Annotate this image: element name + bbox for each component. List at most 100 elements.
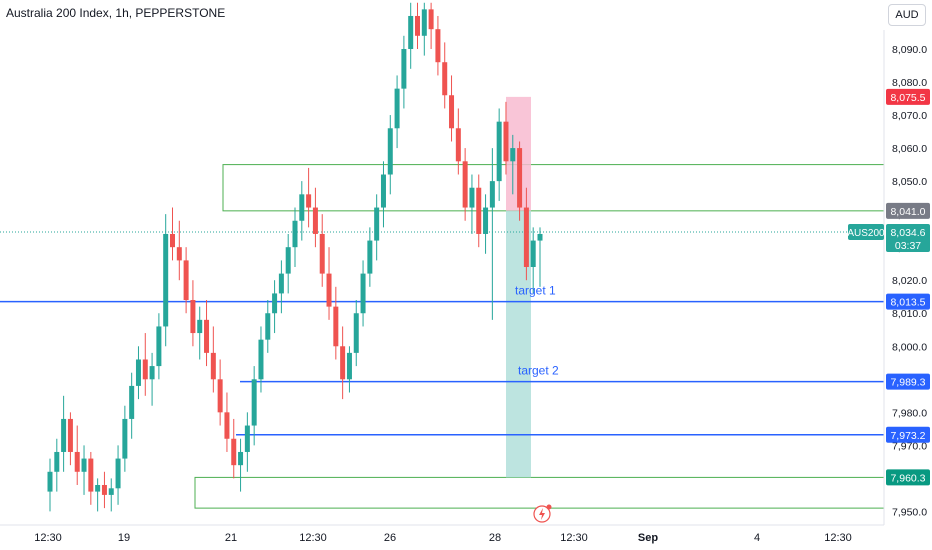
candle-body [170,233,175,248]
candle-body [135,359,141,386]
candle-body [244,425,250,452]
x-tick-label: 12:30 [560,532,588,544]
annotation-1: target 1 [515,284,556,298]
current-price-text: 8,034.6 [890,227,925,239]
candle-body [176,247,182,261]
candle-body [374,207,380,241]
price-label-text: 7,960.3 [890,472,925,484]
candle-body [183,260,189,301]
candle-body [251,379,257,426]
candle-body [272,293,278,314]
candle-body [129,385,135,419]
y-tick-label: 8,080.0 [892,77,927,89]
y-tick-label: 8,020.0 [892,275,927,287]
candle-body [190,300,196,334]
annotation-2: target 2 [518,364,559,378]
candle-body [224,412,230,439]
candle-body [530,240,536,267]
candle-body [299,194,305,221]
candle-body [61,418,67,452]
lower-demand-zone [194,476,885,509]
lightning-bolt [539,508,545,520]
x-tick-label: 26 [384,532,396,544]
candle-body [387,128,393,175]
candle-body [67,418,73,452]
chart-title: Australia 200 Index, 1h, PEPPERSTONE [6,6,226,20]
candle-body [285,247,291,274]
candle-body [47,471,53,492]
candle-body [523,207,529,267]
price-label-box [886,469,930,486]
candle-body [210,352,216,380]
price-label-box [886,88,930,105]
x-tick-label: Sep [638,532,658,544]
candle-body [442,62,448,96]
candle-body [88,458,94,492]
candle-body [421,9,427,36]
candle-body [415,15,420,36]
candle-body [238,451,244,466]
price-label-box [886,202,930,219]
y-tick-label: 8,060.0 [892,143,927,155]
candle-body [319,233,325,274]
price-label-text: 8,075.5 [890,92,925,104]
candle-body [292,220,298,248]
price-label-text: 7,973.2 [890,430,925,442]
candle-body [149,366,155,380]
alert-dot [546,504,552,510]
symbol-label-text: AUS200 [847,228,885,239]
candle-body [483,207,489,234]
candle-body [455,128,461,162]
upper-supply-zone [222,164,885,212]
candle-body [537,233,543,241]
x-tick-label: 4 [754,532,760,544]
candle-body [489,181,495,208]
y-tick-label: 7,950.0 [892,506,927,518]
candle-body [108,488,114,495]
price-label-text: 8,041.0 [890,206,925,218]
candle-body [258,339,264,380]
y-tick-label: 8,050.0 [892,176,927,188]
candle-body [54,451,60,472]
price-label-box [886,426,930,443]
candle-body [278,273,284,294]
candle-body [408,15,414,49]
y-tick-label: 8,090.0 [892,44,927,56]
y-tick-label: 8,010.0 [892,308,927,320]
price-label-text: 8,013.5 [890,297,925,309]
candle-body [360,273,366,314]
candle-body [333,306,339,347]
candle-body [496,121,502,182]
candle-body [115,458,121,489]
candle-body [435,29,441,63]
candle-body [101,484,107,495]
candle-body [503,121,509,162]
symbol-label-box [848,223,884,240]
candle-body [476,187,482,234]
x-tick-label: 12:30 [824,532,852,544]
candle-body [217,379,223,413]
candle-body [197,319,203,334]
countdown-text: 03:37 [895,240,921,252]
currency-button[interactable]: AUD [888,4,926,26]
candle-body [306,194,312,208]
candle-body [394,88,400,129]
y-tick-label: 7,970.0 [892,440,927,452]
x-tick-label: 21 [225,532,237,544]
price-label-text: 7,989.3 [890,377,925,389]
candle-body [326,273,332,307]
candle-body [156,326,162,367]
y-tick-label: 8,070.0 [892,110,927,122]
candle-body [517,148,523,208]
candle-body [401,49,407,89]
candle-body [163,233,169,327]
candle-body [142,359,148,380]
y-tick-label: 8,000.0 [892,341,927,353]
candle-body [428,9,434,30]
candle-body [95,484,101,492]
price-label-box [886,373,930,390]
candle-body [340,346,346,380]
current-price-box [886,223,930,252]
candle-body [265,313,271,340]
